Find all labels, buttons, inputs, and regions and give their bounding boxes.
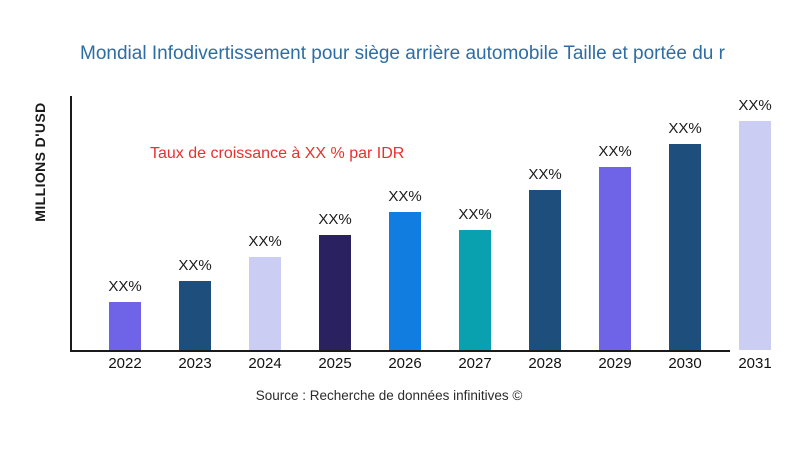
x-tick-2027: 2027 (458, 355, 492, 372)
chart-title: Mondial Infodivertissement pour siège ar… (80, 43, 725, 64)
bar-2025 (319, 235, 351, 350)
growth-rate-annotation: Taux de croissance à XX % par IDR (150, 145, 405, 162)
bar-value-label-2029: XX% (598, 143, 632, 160)
x-tick-2029: 2029 (598, 355, 632, 372)
bar-value-label-2022: XX% (108, 278, 142, 295)
y-axis-line (70, 96, 72, 352)
x-tick-2026: 2026 (388, 355, 422, 372)
bar-2022 (109, 302, 141, 350)
source-text: Source : Recherche de données infinitive… (255, 388, 523, 403)
bar-2024 (249, 257, 281, 350)
x-tick-2022: 2022 (108, 355, 142, 372)
bar-2028 (529, 190, 561, 350)
bar-value-label-2023: XX% (178, 257, 212, 274)
bar-value-label-2025: XX% (318, 211, 352, 228)
bar-2027 (459, 230, 491, 350)
x-tick-2031: 2031 (738, 355, 772, 372)
x-tick-2028: 2028 (528, 355, 562, 372)
bar-2029 (599, 167, 631, 350)
x-tick-2023: 2023 (178, 355, 212, 372)
x-tick-2030: 2030 (668, 355, 702, 372)
bar-value-label-2031: XX% (738, 97, 772, 114)
bar-2030 (669, 144, 701, 350)
bar-value-label-2026: XX% (388, 188, 422, 205)
x-axis-line (70, 350, 730, 352)
bar-value-label-2024: XX% (248, 233, 282, 250)
y-axis-label: MILLIONS D'USD (32, 102, 48, 222)
bar-value-label-2030: XX% (668, 120, 702, 137)
bar-2031 (739, 121, 771, 350)
bar-2026 (389, 212, 421, 350)
bar-2023 (179, 281, 211, 350)
x-tick-2025: 2025 (318, 355, 352, 372)
x-tick-2024: 2024 (248, 355, 282, 372)
bar-value-label-2027: XX% (458, 206, 492, 223)
bar-value-label-2028: XX% (528, 166, 562, 183)
